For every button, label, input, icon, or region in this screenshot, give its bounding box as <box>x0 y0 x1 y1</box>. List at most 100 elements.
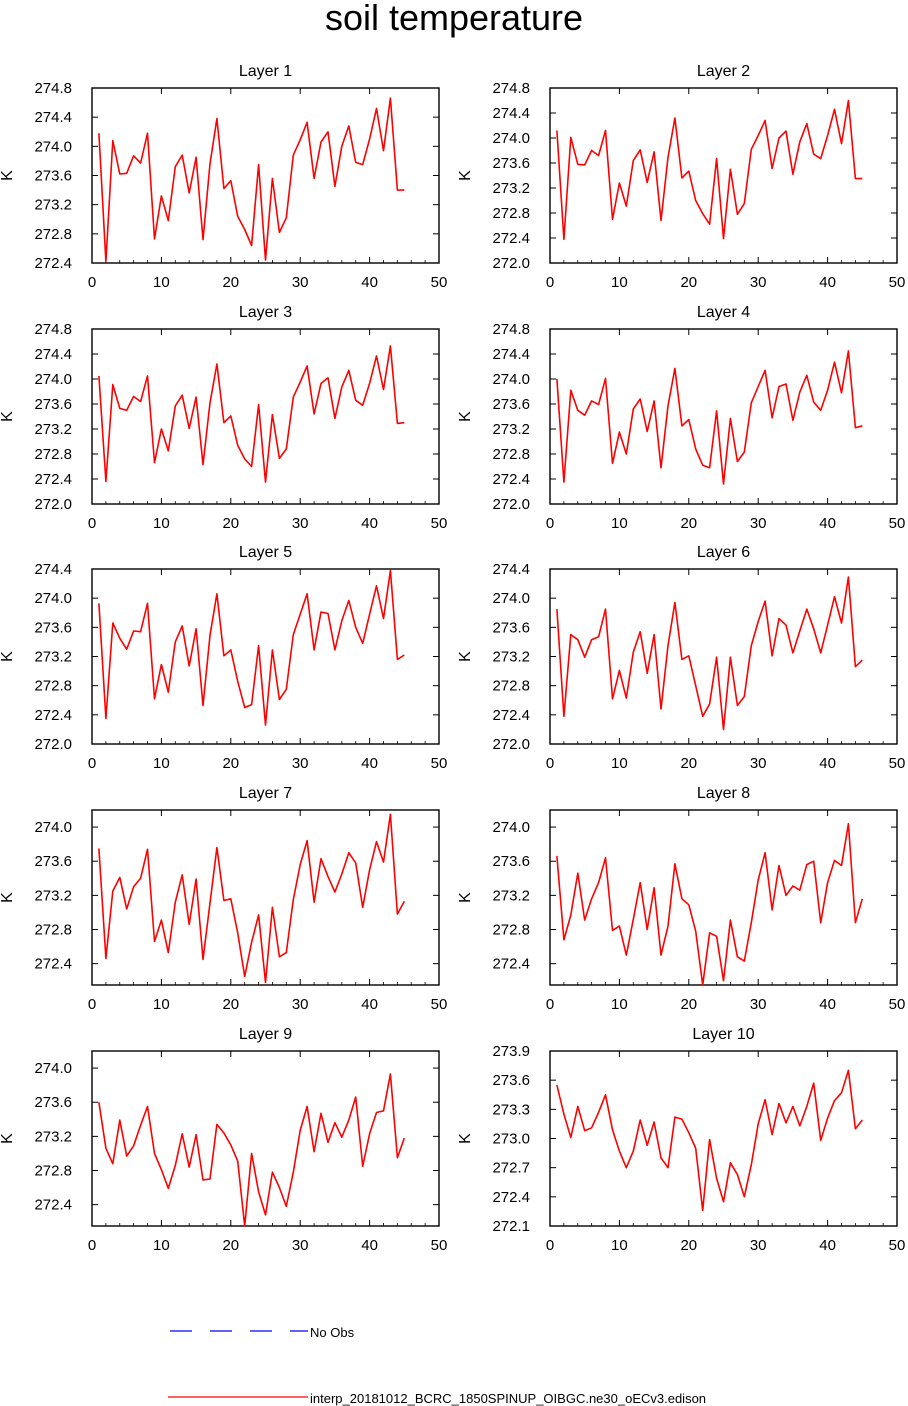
y-tick-label: 273.6 <box>34 1094 72 1111</box>
x-tick-label: 50 <box>431 274 448 291</box>
chart-title: Layer 8 <box>697 785 750 802</box>
y-tick-label: 274.8 <box>492 80 530 97</box>
x-tick-label: 20 <box>222 755 239 772</box>
y-tick-label: 273.2 <box>34 1128 72 1145</box>
y-tick-label: 273.9 <box>492 1043 530 1060</box>
y-tick-label: 273.6 <box>492 396 530 413</box>
y-tick-label: 272.4 <box>34 707 72 724</box>
chart-panel-8: Layer 8 K 0 10 20 30 40 50 272.4 272.8 273.2 273.6 2… <box>457 785 905 1013</box>
x-tick-label: 20 <box>222 1237 239 1254</box>
y-tick-label: 272.8 <box>492 205 530 222</box>
series-line-1 <box>556 576 863 731</box>
y-tick-label: 274.0 <box>34 1060 72 1077</box>
chart-title: Layer 10 <box>692 1026 754 1043</box>
panels: Layer 1 K 0 10 20 30 40 50 272.4 272.8 273.2 273.6 2… <box>0 63 905 1254</box>
x-tick-label: 10 <box>611 1237 628 1254</box>
y-axis-label: K <box>457 1133 474 1144</box>
plot-frame <box>549 809 898 986</box>
y-tick-label: 272.4 <box>492 707 530 724</box>
y-tick-label: 273.0 <box>492 1131 530 1148</box>
series-line-1 <box>98 1073 406 1227</box>
chart-panel-2: Layer 2 K 0 10 20 30 40 50 272.0 272.4 272.8 273.2 2… <box>457 63 905 291</box>
chart-title: Layer 5 <box>239 544 292 561</box>
y-tick-label: 273.2 <box>34 197 72 214</box>
y-tick-label: 274.0 <box>34 819 72 836</box>
legend-item-no-obs: No Obs <box>170 1325 355 1340</box>
y-tick-label: 272.8 <box>34 446 72 463</box>
y-tick-label: 272.1 <box>492 1218 530 1235</box>
x-tick-label: 20 <box>680 274 697 291</box>
y-tick-label: 272.4 <box>492 1189 530 1206</box>
y-tick-label: 273.2 <box>492 421 530 438</box>
series-line-1 <box>556 350 863 485</box>
chart-panel-5: Layer 5 K 0 10 20 30 40 50 272.0 272.4 272.8 273.2 2… <box>0 544 447 772</box>
y-tick-label: 272.0 <box>492 736 530 753</box>
x-tick-label: 50 <box>431 1237 448 1254</box>
x-tick-label: 30 <box>750 515 767 532</box>
y-tick-label: 272.8 <box>34 1163 72 1180</box>
series-line-1 <box>98 813 406 984</box>
plot-frame <box>91 809 440 986</box>
y-axis-label: K <box>0 170 16 181</box>
y-axis-label: K <box>0 892 16 903</box>
y-tick-label: 274.4 <box>492 346 530 363</box>
x-tick-label: 10 <box>153 996 170 1013</box>
chart-title: Layer 9 <box>239 1026 292 1043</box>
y-tick-label: 274.0 <box>34 138 72 155</box>
x-tick-label: 0 <box>88 996 96 1013</box>
x-tick-label: 30 <box>292 996 309 1013</box>
x-tick-label: 20 <box>680 515 697 532</box>
y-tick-label: 272.8 <box>492 922 530 939</box>
chart-panel-9: Layer 9 K 0 10 20 30 40 50 272.4 272.8 273.2 273.6 2… <box>0 1026 447 1254</box>
y-tick-label: 273.2 <box>492 649 530 666</box>
x-tick-label: 50 <box>431 515 448 532</box>
y-tick-label: 272.4 <box>492 230 530 247</box>
x-tick-label: 50 <box>889 1237 906 1254</box>
y-tick-label: 274.4 <box>34 346 72 363</box>
x-tick-label: 50 <box>889 996 906 1013</box>
y-axis-label: K <box>457 892 474 903</box>
y-tick-label: 274.0 <box>492 130 530 147</box>
x-tick-label: 10 <box>611 996 628 1013</box>
x-tick-label: 50 <box>889 755 906 772</box>
chart-panel-7: Layer 7 K 0 10 20 30 40 50 272.4 272.8 273.2 273.6 2… <box>0 785 447 1013</box>
x-tick-label: 50 <box>889 515 906 532</box>
y-tick-label: 272.0 <box>34 496 72 513</box>
y-tick-label: 274.8 <box>34 80 72 97</box>
y-tick-label: 274.8 <box>492 321 530 338</box>
series-line-1 <box>98 569 405 726</box>
chart-title: Layer 3 <box>239 304 292 321</box>
y-tick-label: 272.8 <box>34 922 72 939</box>
y-tick-label: 273.2 <box>34 421 72 438</box>
y-tick-label: 273.6 <box>492 619 530 636</box>
plot-frame <box>91 87 440 264</box>
chart-title: Layer 4 <box>697 304 750 321</box>
x-tick-label: 50 <box>431 996 448 1013</box>
y-tick-label: 273.6 <box>492 155 530 172</box>
y-axis-label: K <box>457 170 474 181</box>
y-tick-label: 272.4 <box>34 1197 72 1214</box>
x-tick-label: 20 <box>222 274 239 291</box>
y-axis-label: K <box>0 411 16 422</box>
y-tick-label: 272.4 <box>34 471 72 488</box>
y-tick-label: 274.0 <box>492 371 530 388</box>
series-line-1 <box>98 345 405 483</box>
y-tick-label: 273.2 <box>492 180 530 197</box>
x-tick-label: 40 <box>819 515 836 532</box>
x-tick-label: 0 <box>88 1237 96 1254</box>
y-axis-label: K <box>457 411 474 422</box>
x-tick-label: 40 <box>819 996 836 1013</box>
x-tick-label: 0 <box>88 515 96 532</box>
y-tick-label: 273.6 <box>34 396 72 413</box>
chart-panel-3: Layer 3 K 0 10 20 30 40 50 272.0 272.4 272.8 273.2 2… <box>0 304 447 532</box>
chart-title: Layer 2 <box>697 63 750 80</box>
x-tick-label: 0 <box>546 755 554 772</box>
x-tick-label: 10 <box>153 755 170 772</box>
y-tick-label: 273.2 <box>34 649 72 666</box>
x-tick-label: 40 <box>361 1237 378 1254</box>
y-tick-label: 274.4 <box>492 561 530 578</box>
series-line-1 <box>556 99 863 241</box>
y-tick-label: 272.4 <box>34 255 72 272</box>
legend: No Obs interp_20181012_BCRC_1850SPINUP_O… <box>168 1325 706 1406</box>
y-tick-label: 272.0 <box>492 255 530 272</box>
